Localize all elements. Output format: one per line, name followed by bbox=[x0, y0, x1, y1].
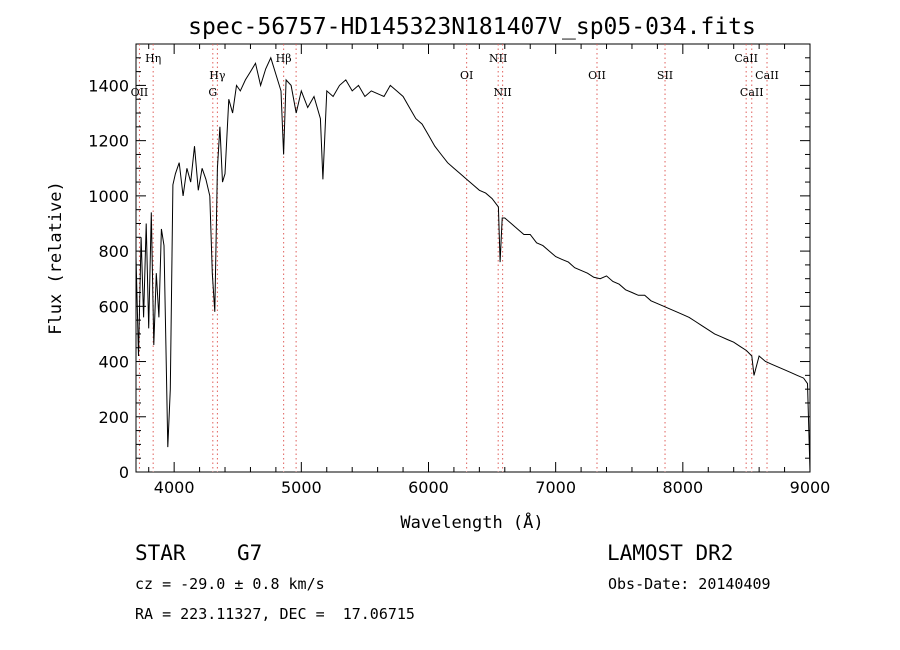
y-tick-label: 200 bbox=[98, 408, 129, 427]
object-class: STAR bbox=[135, 541, 186, 565]
survey-label: LAMOST DR2 bbox=[607, 541, 734, 565]
object-subclass: G7 bbox=[237, 541, 263, 565]
coordinates: RA = 223.11327, DEC = 17.06715 bbox=[135, 605, 415, 623]
obs-date: Obs-Date: 20140409 bbox=[608, 575, 771, 593]
spectral-line-label: CaII bbox=[755, 69, 779, 82]
spectral-line-label: NII bbox=[489, 52, 507, 65]
x-tick-label: 5000 bbox=[281, 478, 322, 497]
spectral-line-label: OII bbox=[131, 86, 149, 99]
spectral-line-label: OI bbox=[460, 69, 473, 82]
spectral-line-label: NII bbox=[493, 86, 511, 99]
y-tick-label: 1000 bbox=[88, 187, 129, 206]
spectrum-line bbox=[135, 56, 811, 473]
x-tick-label: 8000 bbox=[662, 478, 703, 497]
spectral-line-label: CaII bbox=[740, 86, 764, 99]
spectrum-series bbox=[135, 56, 811, 473]
x-tick-label: 7000 bbox=[535, 478, 576, 497]
redshift-text: cz = -29.0 ± 0.8 km/s bbox=[135, 575, 325, 593]
y-tick-label: 1400 bbox=[88, 76, 129, 95]
plot-frame bbox=[135, 43, 811, 473]
spectral-line-label: OII bbox=[588, 69, 606, 82]
spectral-line-label: Hβ bbox=[276, 52, 292, 65]
spectral-line-label: CaII bbox=[734, 52, 758, 65]
marker-lines bbox=[138, 44, 768, 472]
x-tick-label: 9000 bbox=[790, 478, 831, 497]
x-axis-label: Wavelength (Å) bbox=[400, 511, 543, 533]
y-tick-label: 1200 bbox=[88, 132, 129, 151]
y-axis: 0 200 400 600 800 1000 1200 1400 bbox=[88, 57, 810, 482]
line-labels: Hη OII Hγ G Hβ OI NII NII OII SII CaII CaII CaII bbox=[131, 52, 779, 99]
spectral-line-label: Hγ bbox=[209, 69, 226, 82]
x-tick-label: 6000 bbox=[408, 478, 449, 497]
spectral-line-label: Hη bbox=[145, 52, 161, 65]
x-tick-label: 4000 bbox=[154, 478, 195, 497]
y-tick-label: 0 bbox=[119, 463, 129, 482]
y-axis-label: Flux (relative) bbox=[46, 181, 66, 335]
x-axis: 4000 5000 6000 7000 8000 9000 bbox=[148, 44, 831, 497]
spectral-line-label: SII bbox=[657, 69, 673, 82]
spectral-line-label: G bbox=[208, 86, 217, 99]
y-tick-label: 400 bbox=[98, 353, 129, 372]
y-tick-label: 800 bbox=[98, 242, 129, 261]
chart-title: spec-56757-HD145323N181407V_sp05-034.fit… bbox=[188, 14, 756, 40]
y-tick-label: 600 bbox=[98, 297, 129, 316]
